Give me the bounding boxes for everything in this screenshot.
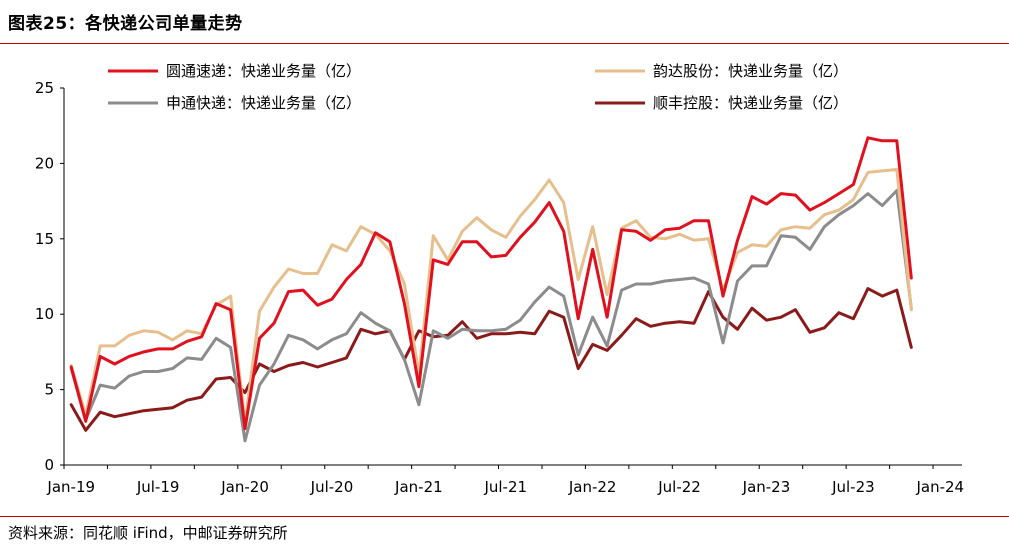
x-tick-label: Jan-23 — [742, 478, 791, 496]
source-note: 资料来源：同花顺 iFind，中邮证券研究所 — [8, 524, 288, 542]
series-line-0 — [69, 136, 913, 431]
page-title: 图表25：各快递公司单量走势 — [8, 14, 243, 34]
x-tick-label: Jul-21 — [483, 478, 527, 496]
y-tick-label: 0 — [44, 456, 54, 474]
x-tick-label: Jan-19 — [46, 478, 95, 496]
x-tick-label: Jan-20 — [220, 478, 269, 496]
legend-label-0: 圆通速递：快递业务量（亿） — [166, 62, 361, 80]
legend: 圆通速递：快递业务量（亿） 韵达股份：快递业务量（亿） 申通快递：快递业务量（亿） 顺… — [108, 62, 848, 112]
y-tick-label: 15 — [35, 230, 54, 248]
x-axis: Jan-19 Jul-19 Jan-20 Jul-20 Jan-21 Jul-21 Jan-… — [46, 464, 964, 496]
series-line-1 — [69, 167, 913, 425]
y-tick-label: 25 — [35, 79, 54, 97]
x-tick-label: Jul-22 — [657, 478, 701, 496]
x-tick-label: Jul-20 — [310, 478, 354, 496]
top-divider — [0, 43, 1009, 44]
x-tick-label: Jul-23 — [831, 478, 875, 496]
series-lines — [69, 136, 913, 443]
x-tick-label: Jan-21 — [394, 478, 443, 496]
y-axis: 0 5 10 15 20 25 — [35, 79, 65, 474]
y-tick-label: 20 — [35, 154, 54, 172]
y-tick-label: 5 — [44, 381, 54, 399]
x-tick-label: Jul-19 — [136, 478, 180, 496]
legend-label-3: 顺丰控股：快递业务量（亿） — [653, 94, 848, 112]
legend-label-1: 韵达股份：快递业务量（亿） — [653, 62, 848, 80]
bottom-divider — [0, 516, 1009, 517]
x-tick-label: Jan-24 — [915, 478, 964, 496]
x-tick-label: Jan-22 — [568, 478, 617, 496]
series-line-3 — [69, 287, 913, 432]
series-line-2 — [69, 189, 913, 443]
legend-label-2: 申通快递：快递业务量（亿） — [166, 94, 361, 112]
y-tick-label: 10 — [35, 305, 54, 323]
